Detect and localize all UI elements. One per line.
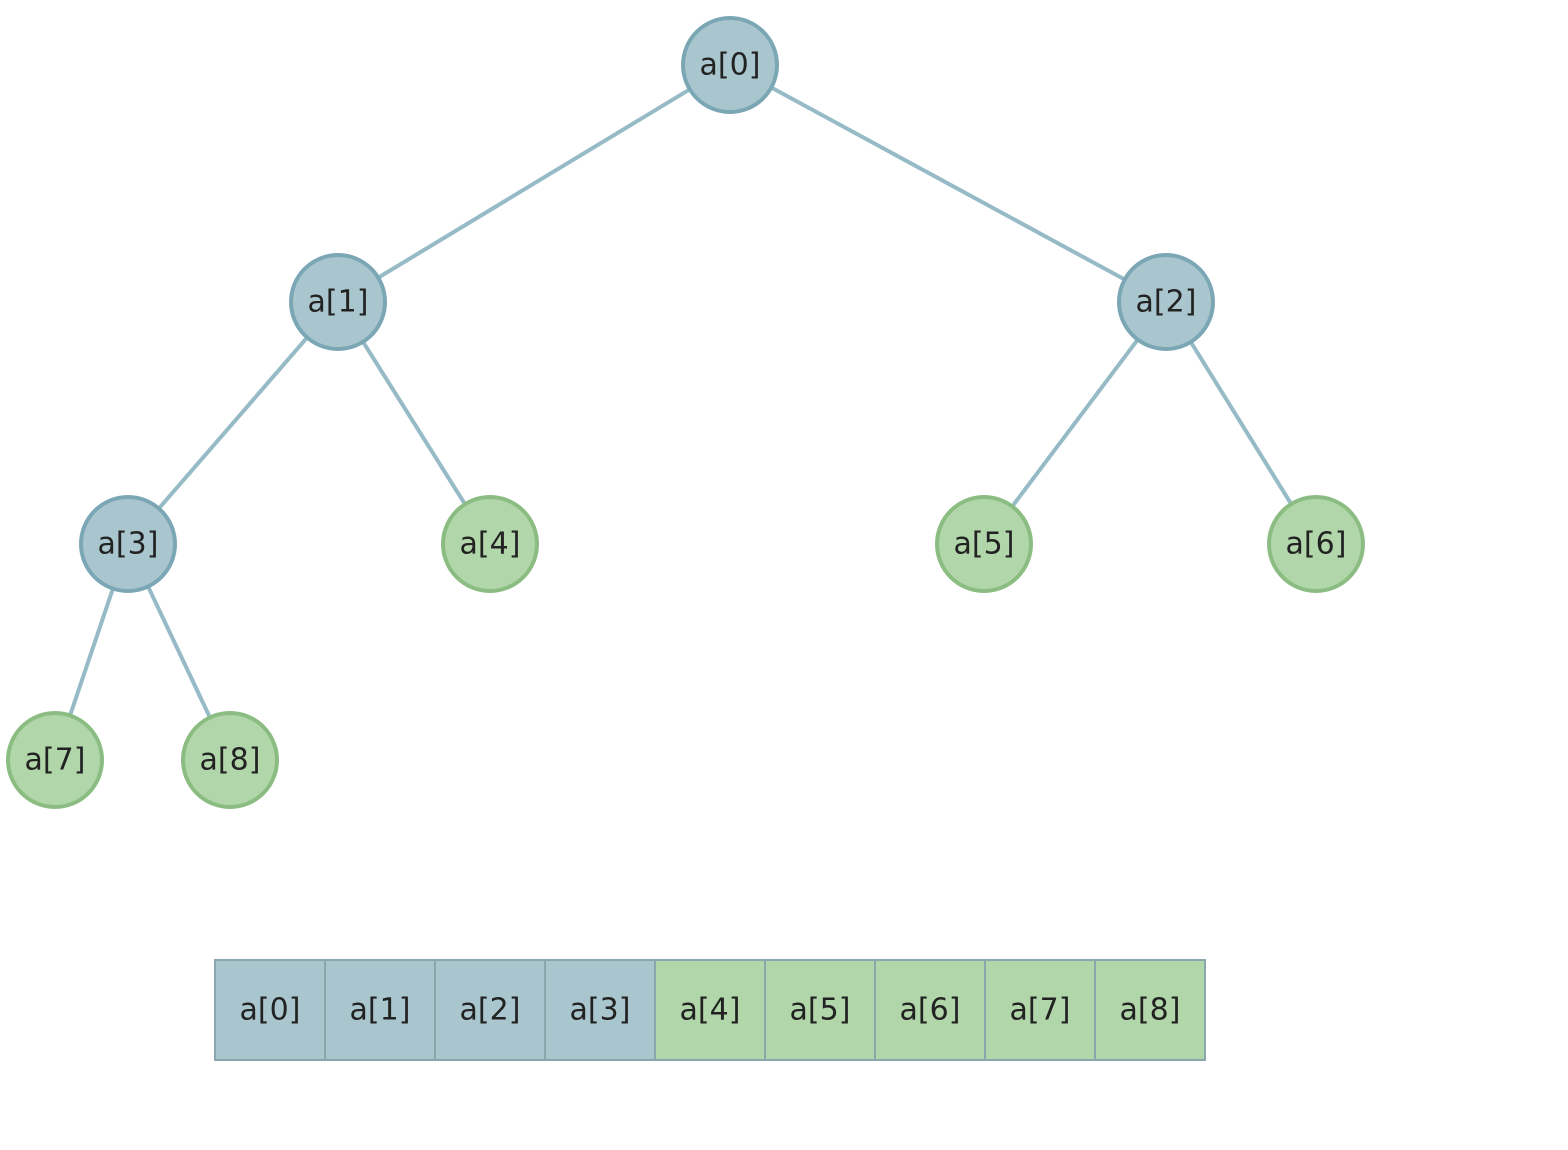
array-cell: a[8] [1095,960,1205,1060]
array-cell: a[5] [765,960,875,1060]
tree-node-label: a[4] [460,527,521,562]
tree-edge [1012,340,1138,507]
tree-node: a[6] [1269,497,1363,591]
array-cell-label: a[7] [1010,993,1071,1028]
array-cell: a[3] [545,960,655,1060]
array-cell-label: a[8] [1120,993,1181,1028]
tree-node: a[8] [183,713,277,807]
tree-node-label: a[6] [1286,527,1347,562]
tree-node: a[4] [443,497,537,591]
tree-edge [159,337,307,508]
tree-node-label: a[5] [954,527,1015,562]
tree-node: a[7] [8,713,102,807]
tree-node: a[1] [291,255,385,349]
array-cell: a[1] [325,960,435,1060]
array-cell-label: a[6] [900,993,961,1028]
array-cell-label: a[5] [790,993,851,1028]
array-representation: a[0] a[1] a[2] a[3] a[4] a[5] a[6] a[7] a[8] [215,960,1205,1060]
tree-edge [771,87,1124,279]
array-cell-label: a[1] [350,993,411,1028]
tree-edges [70,87,1291,717]
tree-node: a[2] [1119,255,1213,349]
array-cell: a[6] [875,960,985,1060]
tree-node-label: a[0] [700,48,761,83]
array-cell: a[2] [435,960,545,1060]
tree-node-label: a[7] [25,743,86,778]
heap-diagram: a[0]a[1]a[2]a[3]a[4]a[5]a[6]a[7]a[8]a[0]… [0,0,1568,1150]
tree-edge [378,89,690,277]
array-cell: a[4] [655,960,765,1060]
tree-node-label: a[8] [200,743,261,778]
tree-edge [363,342,465,504]
tree-edge [148,586,210,717]
array-cell: a[7] [985,960,1095,1060]
array-cell-label: a[2] [460,993,521,1028]
tree-edge [1191,342,1291,504]
tree-node-label: a[2] [1136,285,1197,320]
tree-node-label: a[1] [308,285,369,320]
tree-node: a[5] [937,497,1031,591]
array-cell-label: a[3] [570,993,631,1028]
array-cell: a[0] [215,960,325,1060]
array-cell-label: a[0] [240,993,301,1028]
tree-node: a[3] [81,497,175,591]
tree-node: a[0] [683,18,777,112]
tree-node-label: a[3] [98,527,159,562]
tree-nodes: a[0] a[1] a[2] a[3] a[4] a[5] a[6] a[7] a[8] [8,18,1363,807]
tree-edge [70,589,113,716]
array-cell-label: a[4] [680,993,741,1028]
